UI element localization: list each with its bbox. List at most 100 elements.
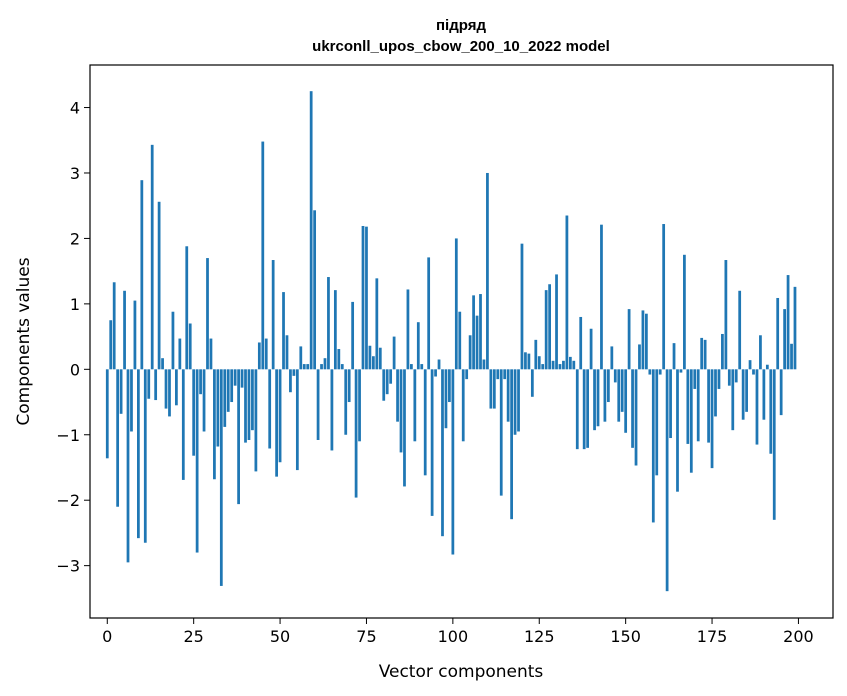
bar (247, 369, 251, 440)
bar (351, 301, 355, 370)
x-tick-label: 200 (783, 627, 814, 646)
bar (645, 313, 648, 370)
bar (389, 369, 393, 384)
bar (213, 369, 216, 480)
chart-subtitle: ukrconll_upos_cbow_200_10_2022 model (312, 38, 610, 55)
bar (313, 210, 317, 370)
bar (624, 369, 628, 433)
bar (465, 369, 469, 380)
bar (202, 369, 206, 432)
bar (721, 333, 724, 370)
x-axis-label: Vector components (379, 662, 544, 682)
bar (489, 369, 493, 409)
bar (582, 369, 586, 450)
bar (513, 369, 517, 435)
bar (423, 369, 427, 476)
bar (371, 356, 375, 370)
bar (330, 369, 334, 451)
bar (486, 172, 489, 370)
x-tick-label: 25 (183, 627, 203, 646)
bar (693, 369, 697, 389)
bar (382, 369, 386, 401)
bar (199, 369, 202, 395)
bar (458, 311, 462, 370)
bar (589, 328, 593, 370)
x-tick-label: 150 (610, 627, 641, 646)
bar (786, 275, 790, 370)
bar (762, 369, 766, 420)
bar (434, 369, 437, 377)
bar (765, 364, 769, 370)
bar (368, 345, 372, 370)
bar (126, 369, 130, 563)
bar (299, 346, 303, 370)
bar (620, 369, 624, 412)
bar (289, 369, 292, 393)
bar (216, 369, 220, 447)
bar (555, 274, 558, 370)
bar (468, 335, 472, 370)
bar (579, 316, 583, 370)
bar (406, 289, 410, 370)
bar (790, 343, 793, 370)
bar (724, 260, 728, 370)
bar (627, 309, 631, 370)
bar (613, 369, 617, 383)
bar (181, 369, 185, 480)
bar (240, 369, 244, 388)
bar (316, 369, 320, 440)
bar (109, 320, 113, 370)
bar (230, 369, 234, 403)
bar (344, 369, 348, 435)
bar (133, 300, 137, 370)
bar (776, 297, 780, 370)
bar (565, 215, 569, 370)
bar (617, 369, 621, 422)
bar (610, 346, 614, 370)
bar (244, 369, 247, 443)
bar (496, 369, 500, 380)
bar (634, 369, 638, 466)
bar (285, 335, 289, 370)
y-tick-label: 0 (70, 360, 80, 379)
y-axis-ticks: −3 −2 −1 0 1 2 3 4 (56, 99, 90, 576)
bar (541, 364, 545, 370)
x-axis-ticks: 0 25 50 75 100 125 150 175 200 (102, 618, 814, 646)
bar (347, 369, 351, 403)
bar (606, 369, 610, 403)
x-tick-label: 50 (270, 627, 290, 646)
bar (223, 369, 227, 427)
x-tick-label: 75 (356, 627, 376, 646)
bar (268, 369, 272, 449)
bar (309, 91, 313, 370)
bar (517, 369, 520, 432)
bar (444, 369, 448, 429)
bar (354, 369, 358, 498)
bar (358, 369, 361, 442)
bar (413, 369, 417, 442)
bar (361, 225, 365, 370)
bar (219, 369, 223, 586)
bar (738, 290, 742, 370)
bar (206, 258, 209, 370)
bar (448, 369, 451, 403)
bar (689, 369, 693, 473)
bar (157, 201, 161, 370)
bar (655, 369, 659, 476)
bar (503, 369, 507, 380)
bar (479, 294, 482, 370)
bar (568, 356, 572, 370)
bar (586, 369, 590, 448)
bar (544, 290, 548, 370)
bar (499, 369, 503, 496)
bar (741, 369, 745, 420)
x-tick-label: 100 (438, 627, 469, 646)
bar (123, 290, 126, 370)
bar (385, 369, 389, 395)
bar (710, 369, 714, 469)
chart-title: підряд (436, 17, 486, 34)
bar (658, 369, 662, 375)
bar (147, 369, 151, 399)
y-tick-label: −3 (56, 557, 80, 576)
bar (302, 364, 306, 370)
